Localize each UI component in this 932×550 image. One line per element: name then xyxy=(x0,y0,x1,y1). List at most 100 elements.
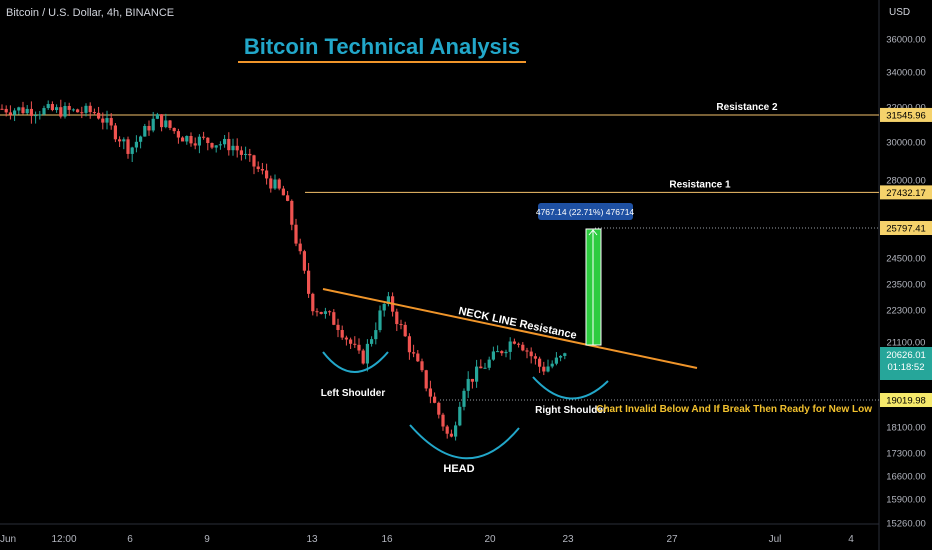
level-price: 31545.96 xyxy=(886,110,926,121)
level-price: 25797.41 xyxy=(886,224,926,235)
candle-body xyxy=(428,388,432,397)
candle-body xyxy=(538,358,542,367)
candle-body xyxy=(386,296,390,304)
candle-body xyxy=(118,139,122,142)
candle-body xyxy=(395,311,399,325)
candle-body xyxy=(55,107,59,111)
candle-body xyxy=(504,351,508,354)
candle-body xyxy=(206,137,210,144)
candle-body xyxy=(399,324,403,326)
candle-body xyxy=(517,343,521,345)
currency-label: USD xyxy=(889,7,911,18)
candle-body xyxy=(139,136,143,142)
candle-body xyxy=(370,339,374,344)
candle-body xyxy=(113,125,117,140)
candle-body xyxy=(269,178,273,189)
candle-body xyxy=(449,433,453,437)
candle-body xyxy=(466,378,470,391)
price-tick-label: 36000.00 xyxy=(886,35,926,46)
candle-body xyxy=(500,351,504,354)
candle-body xyxy=(126,139,130,154)
candle-body xyxy=(521,344,525,351)
candle-body xyxy=(273,179,277,189)
candle-body xyxy=(218,144,222,146)
left-shoulder-arc xyxy=(322,351,389,373)
candle-body xyxy=(403,324,407,337)
time-tick-label: 4 xyxy=(848,534,854,545)
candle-body xyxy=(290,200,294,225)
candlestick-series xyxy=(0,99,567,441)
candle-body xyxy=(533,356,537,359)
price-tick-label: 24500.00 xyxy=(886,254,926,265)
time-axis[interactable]: Jun 12:00 6 9 13 16 20 23 27 Jul 4 xyxy=(0,534,854,545)
candle-body xyxy=(181,137,185,142)
level-price-tag xyxy=(880,107,932,122)
candle-body xyxy=(328,311,332,313)
candle-body xyxy=(143,125,147,137)
neckline-label: NECK LINE Resistance xyxy=(457,305,577,342)
target-arrow-head xyxy=(588,229,598,236)
candle-body xyxy=(130,147,134,154)
current-price-tag xyxy=(880,347,932,380)
right-shoulder-label: Right Shoulder xyxy=(535,405,607,416)
candle-body xyxy=(101,118,105,123)
price-tick-label: 15900.00 xyxy=(886,495,926,506)
candle-body xyxy=(496,351,500,353)
candle-body xyxy=(332,312,336,325)
candle-body xyxy=(512,341,516,344)
candle-body xyxy=(46,104,50,109)
candle-body xyxy=(265,170,269,179)
candle-body xyxy=(294,224,298,244)
candle-body xyxy=(13,110,17,115)
symbol-header[interactable]: Bitcoin / U.S. Dollar, 4h, BINANCE xyxy=(6,7,175,19)
candle-body xyxy=(248,153,252,156)
candle-body xyxy=(416,353,420,362)
candle-body xyxy=(151,118,155,131)
time-tick-label: 12:00 xyxy=(51,534,76,545)
candle-body xyxy=(470,378,474,382)
candle-body xyxy=(554,357,558,364)
candle-body xyxy=(160,114,164,128)
candle-body xyxy=(168,120,172,128)
candle-body xyxy=(189,135,193,144)
candle-body xyxy=(462,390,466,407)
candle-body xyxy=(483,367,487,369)
level-label: Resistance 2 xyxy=(716,102,778,113)
price-tick-label: 16600.00 xyxy=(886,472,926,483)
neckline[interactable] xyxy=(322,288,698,369)
candle-body xyxy=(252,155,256,167)
candle-body xyxy=(374,330,378,340)
candle-body xyxy=(559,355,563,358)
candle-body xyxy=(122,139,126,142)
price-tick-label: 22300.00 xyxy=(886,306,926,317)
price-tick-label: 15260.00 xyxy=(886,519,926,530)
level-label: Resistance 1 xyxy=(669,179,731,190)
candle-body xyxy=(311,293,315,312)
candle-body xyxy=(42,108,46,115)
candle-body xyxy=(239,150,243,155)
candle-body xyxy=(29,108,33,116)
candle-body xyxy=(231,145,235,151)
invalidation-note: Chart Invalid Below And If Break Then Re… xyxy=(596,404,872,415)
time-tick-label: 13 xyxy=(306,534,318,545)
candle-body xyxy=(454,425,458,437)
candle-body xyxy=(17,107,21,111)
title-underline xyxy=(238,61,526,63)
head-arc xyxy=(409,424,520,460)
candle-body xyxy=(147,125,151,131)
candle-body xyxy=(298,243,302,252)
candle-body xyxy=(227,138,231,151)
candle-body xyxy=(105,118,109,123)
candle-body xyxy=(302,251,306,271)
candle-body xyxy=(4,108,8,113)
candle-body xyxy=(185,135,189,142)
right-shoulder-arc xyxy=(532,376,609,400)
time-tick-label: 9 xyxy=(204,534,210,545)
price-tick-label: 23500.00 xyxy=(886,280,926,291)
candle-body xyxy=(361,350,365,364)
time-tick-label: 23 xyxy=(562,534,574,545)
level-price-tag xyxy=(880,185,932,200)
candle-body xyxy=(176,131,180,138)
candle-body xyxy=(0,108,4,110)
